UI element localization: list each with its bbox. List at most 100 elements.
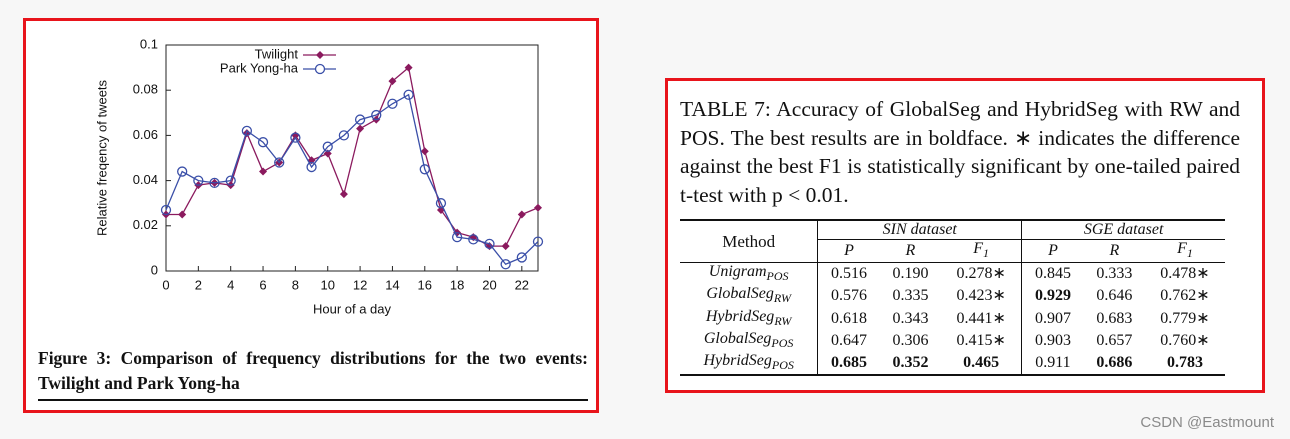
method-name: GlobalSeg <box>703 329 772 347</box>
x-tick-label: 22 <box>515 277 529 292</box>
x-tick-label: 18 <box>450 277 464 292</box>
x-tick-label: 2 <box>195 277 202 292</box>
x-tick-label: 12 <box>353 277 367 292</box>
marker <box>339 190 348 199</box>
method-cell: HybridSegPOS <box>680 352 818 375</box>
figure-panel: 0 0.02 0.04 0.06 0.08 0.1 0 2 4 6 8 10 12 14 16 18 20 22 H… <box>23 18 599 413</box>
value-cell: 0.423∗ <box>956 287 1006 305</box>
group-header: SIN dataset <box>817 220 1022 240</box>
marker <box>274 157 285 168</box>
value-cell: 0.576 <box>817 285 880 308</box>
header-row: P R F1 P R F1 <box>680 239 1225 263</box>
method-name: Unigram <box>708 263 767 281</box>
marker <box>259 167 268 176</box>
column-header: P <box>1021 239 1084 263</box>
x-tick-label: 6 <box>259 277 266 292</box>
marker <box>501 242 510 251</box>
table-caption: TABLE 7: Accuracy of GlobalSeg and Hybri… <box>680 97 1240 207</box>
header-row: Method SIN dataset SGE dataset <box>680 220 1225 250</box>
column-sub: 1 <box>983 246 990 261</box>
value-cell: 0.647 <box>817 329 880 352</box>
value-cell: 0.779∗ <box>1160 309 1210 327</box>
marker <box>160 204 172 216</box>
marker <box>468 234 479 245</box>
marker <box>484 238 495 250</box>
value-cell: 0.683 <box>1096 309 1133 327</box>
marker <box>516 252 527 263</box>
marker <box>257 137 269 148</box>
marker <box>241 125 253 137</box>
marker <box>435 198 447 209</box>
x-axis-label: Hour of a day <box>313 301 392 316</box>
column-name: R <box>1109 242 1120 260</box>
value-cell: 0.333 <box>1083 262 1145 286</box>
legend-label: Twilight <box>255 46 299 61</box>
figure-caption: Figure 3: Comparison of frequency distri… <box>38 346 588 401</box>
method-cell: HybridSegRW <box>680 308 818 330</box>
value-cell: 0.929 <box>1021 285 1084 308</box>
value-cell: 0.685 <box>817 351 880 376</box>
marker <box>451 231 463 243</box>
x-tick-label: 8 <box>292 277 299 292</box>
group-header: SGE dataset <box>1021 220 1225 240</box>
value-cell: 0.478∗ <box>1145 262 1225 286</box>
y-tick-label: 0.08 <box>133 82 158 97</box>
marker <box>338 130 350 141</box>
x-tick-label: 20 <box>482 277 496 292</box>
marker <box>534 203 542 212</box>
value-cell: 0.278∗ <box>941 262 1022 286</box>
column-header: F1 <box>941 240 1022 263</box>
method-sub: POS <box>766 269 789 284</box>
column-header: P <box>817 239 880 263</box>
column-header: F1 <box>1145 240 1225 263</box>
table-row: UnigramPOS 0.516 0.190 0.278∗ 0.845 0.333 0.47… <box>680 262 1225 286</box>
marker <box>225 175 236 186</box>
method-sub: RW <box>773 291 791 306</box>
table-panel: TABLE 7: Accuracy of GlobalSeg and Hybri… <box>665 78 1265 393</box>
method-header: Method <box>722 231 776 251</box>
marker <box>419 164 430 175</box>
table-row: HybridSegRW 0.618 0.343 0.441∗ 0.907 0.683 0.7… <box>680 307 1225 330</box>
method-name: HybridSeg <box>705 307 775 325</box>
marker <box>354 114 366 125</box>
column-name: P <box>1048 242 1058 260</box>
value-cell: 0.343 <box>892 309 929 327</box>
marker <box>532 236 544 247</box>
x-tick-label: 14 <box>385 277 399 292</box>
column-header: R <box>1084 240 1145 263</box>
marker <box>209 177 220 189</box>
value-cell: 0.516 <box>817 262 880 286</box>
value-cell: 0.903 <box>1021 329 1084 352</box>
marker <box>403 89 414 100</box>
value-cell: 0.465 <box>963 354 1000 372</box>
value-cell: 0.760∗ <box>1160 331 1210 349</box>
method-sub: POS <box>771 358 794 373</box>
series-line <box>166 66 539 247</box>
table-row: GlobalSegPOS 0.647 0.306 0.415∗ 0.903 0.657 0.… <box>680 329 1225 352</box>
marker <box>291 131 300 140</box>
value-cell: 0.845 <box>1021 262 1084 286</box>
column-name: F <box>973 240 984 257</box>
column-name: F <box>1177 240 1187 257</box>
column-name: R <box>905 242 916 260</box>
x-tick-label: 10 <box>321 277 335 292</box>
value-cell: 0.911 <box>1021 351 1084 376</box>
legend-marker <box>316 51 324 59</box>
marker <box>388 77 397 86</box>
marker <box>306 161 317 173</box>
value-cell: 0.907 <box>1021 307 1084 330</box>
marker <box>356 124 365 133</box>
value-cell: 0.762∗ <box>1160 287 1210 305</box>
value-cell: 0.306 <box>892 331 929 349</box>
y-tick-label: 0.04 <box>133 172 158 187</box>
table-row: HybridSegPOS 0.685 0.352 0.465 0.911 0.686 0.7… <box>680 351 1225 376</box>
column-name: P <box>844 242 854 260</box>
method-cell: UnigramPOS <box>680 262 818 286</box>
marker <box>178 210 187 219</box>
method-sub: POS <box>771 335 794 350</box>
series-line <box>165 93 539 266</box>
marker <box>500 259 511 270</box>
marker <box>371 109 382 121</box>
method-cell: GlobalSegPOS <box>680 330 818 352</box>
value-cell: 0.335 <box>892 287 929 305</box>
